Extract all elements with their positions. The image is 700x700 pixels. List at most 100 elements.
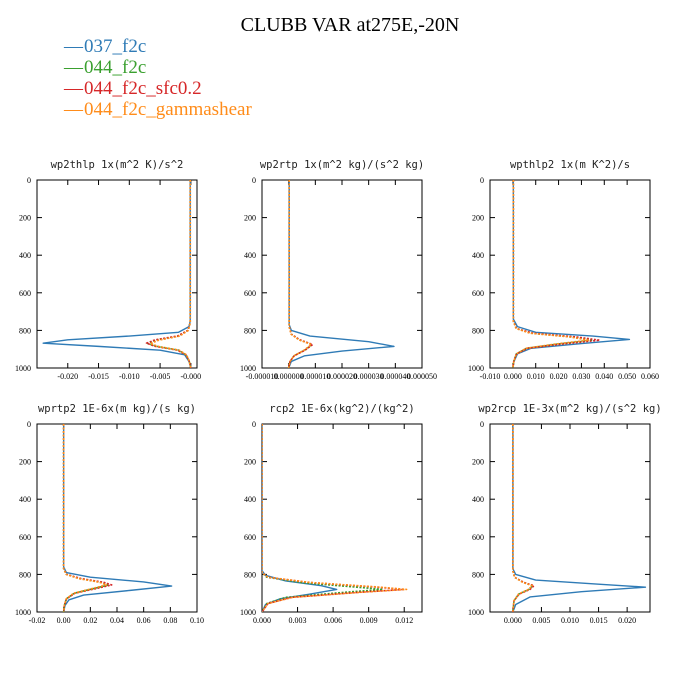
series-line <box>62 424 173 612</box>
panel-title: wp2thlp 1x(m^2 K)/s^2 <box>51 159 184 171</box>
x-tick-label: 0.015 <box>590 616 608 625</box>
y-tick-label: 800 <box>472 326 484 335</box>
x-tick-label: -0.000010 <box>246 372 279 381</box>
y-tick-label: 1000 <box>15 364 31 373</box>
y-tick-label: 600 <box>19 533 31 542</box>
figure-title: CLUBB VAR at275E,-20N <box>240 14 460 36</box>
y-tick-label: 200 <box>244 214 256 223</box>
series-line <box>288 180 395 368</box>
x-tick-label: 0.000 <box>504 372 522 381</box>
y-tick-label: 0 <box>480 176 484 185</box>
y-tick-label: 600 <box>19 289 31 298</box>
series-line <box>145 180 192 368</box>
series-line <box>512 424 534 612</box>
plot-frame <box>36 179 198 369</box>
legend-item: —037_f2c <box>64 36 252 57</box>
series-line <box>42 180 192 368</box>
series-line <box>512 424 534 612</box>
x-tick-label: 0.040 <box>595 372 613 381</box>
x-tick-label: -0.000 <box>181 372 202 381</box>
plot-frame <box>489 423 651 613</box>
series-line <box>262 424 338 612</box>
y-tick-label: 1000 <box>240 608 256 617</box>
x-tick-label: -0.020 <box>57 372 78 381</box>
legend-item: —044_f2c_sfc0.2 <box>64 78 252 99</box>
x-tick-label: -0.015 <box>88 372 109 381</box>
chart-panel: rcp2 1E-6x(kg^2)/(kg^2) 0.000 0.003 0.006 0.… <box>240 403 423 625</box>
series-line <box>512 180 594 368</box>
x-tick-label: 0.010 <box>561 616 579 625</box>
x-tick-label: 0.000010 <box>300 372 330 381</box>
y-tick-label: 800 <box>19 570 31 579</box>
y-tick-label: 600 <box>244 289 256 298</box>
y-tick-label: 1000 <box>15 608 31 617</box>
plot-frame <box>489 179 651 369</box>
x-tick-label: 0.010 <box>527 372 545 381</box>
x-tick-label: 0.000040 <box>380 372 410 381</box>
x-tick-label: 0.006 <box>324 616 342 625</box>
series-line <box>512 180 631 368</box>
series-line <box>512 424 647 612</box>
x-tick-label: 0.000 <box>253 616 271 625</box>
series-line <box>262 424 384 612</box>
y-tick-label: 400 <box>19 251 31 260</box>
x-tick-label: 0.000020 <box>327 372 357 381</box>
plot-frame <box>36 423 198 613</box>
y-tick-label: 800 <box>472 570 484 579</box>
y-tick-label: 400 <box>244 251 256 260</box>
y-tick-label: 1000 <box>468 608 484 617</box>
y-tick-label: 200 <box>472 214 484 223</box>
legend-label: 037_f2c <box>84 36 147 57</box>
chart-panel: wprtp2 1E-6x(m kg)/(s kg) -0.02 0.00 0.02 0.… <box>15 403 204 625</box>
panel-title: wp2rcp 1E-3x(m^2 kg)/(s^2 kg) <box>478 403 661 415</box>
series-line <box>512 180 590 368</box>
series-line <box>512 424 535 612</box>
chart-panel: wpthlp2 1x(m K^2)/s -0.010 0.000 0.010 0.020… <box>468 159 659 381</box>
legend-item: —044_f2c_gammashear <box>64 99 252 120</box>
y-tick-label: 1000 <box>468 364 484 373</box>
y-tick-label: 800 <box>244 570 256 579</box>
y-tick-label: 200 <box>472 458 484 467</box>
legend-item: —044_f2c <box>64 57 252 78</box>
y-tick-label: 0 <box>27 176 31 185</box>
legend: —037_f2c —044_f2c —044_f2c_sfc0.2 —044_f2c_… <box>64 36 252 120</box>
x-tick-label: 0.030 <box>572 372 590 381</box>
x-tick-label: -0.010 <box>119 372 140 381</box>
x-tick-label: 0.08 <box>163 616 177 625</box>
y-tick-label: 200 <box>19 214 31 223</box>
y-tick-label: 0 <box>27 420 31 429</box>
x-tick-label: 0.04 <box>110 616 124 625</box>
y-tick-label: 0 <box>252 176 256 185</box>
legend-label: 044_f2c_gammashear <box>84 99 252 120</box>
y-tick-label: 400 <box>472 251 484 260</box>
chart-panel: wp2thlp 1x(m^2 K)/s^2 -0.020 -0.015 -0.010 -… <box>15 159 201 381</box>
x-tick-label: 0.000050 <box>407 372 437 381</box>
x-tick-label: 0.000030 <box>354 372 384 381</box>
x-tick-label: -0.005 <box>150 372 171 381</box>
y-tick-label: 800 <box>19 326 31 335</box>
series-line <box>62 424 108 612</box>
x-tick-label: 0.020 <box>618 616 636 625</box>
plot-frame <box>261 423 423 613</box>
panel-title: rcp2 1E-6x(kg^2)/(kg^2) <box>269 403 414 415</box>
x-tick-label: 0.003 <box>289 616 307 625</box>
y-tick-label: 400 <box>244 495 256 504</box>
x-tick-label: 0.009 <box>360 616 378 625</box>
chart-panel: wp2rcp 1E-3x(m^2 kg)/(s^2 kg) 0.000 0.005 0… <box>468 403 662 625</box>
x-tick-label: 0.06 <box>137 616 151 625</box>
y-tick-label: 600 <box>472 289 484 298</box>
y-tick-label: 200 <box>244 458 256 467</box>
x-tick-label: 0.005 <box>532 616 550 625</box>
series-line <box>287 180 313 368</box>
y-tick-label: 600 <box>472 533 484 542</box>
y-tick-label: 800 <box>244 326 256 335</box>
x-tick-label: -0.02 <box>29 616 46 625</box>
x-tick-label: 0.020 <box>550 372 568 381</box>
y-tick-label: 400 <box>19 495 31 504</box>
x-tick-label: 0.00 <box>57 616 71 625</box>
x-tick-label: 0.10 <box>190 616 204 625</box>
x-tick-label: 0.012 <box>395 616 413 625</box>
x-tick-label: 0.000000 <box>274 372 304 381</box>
